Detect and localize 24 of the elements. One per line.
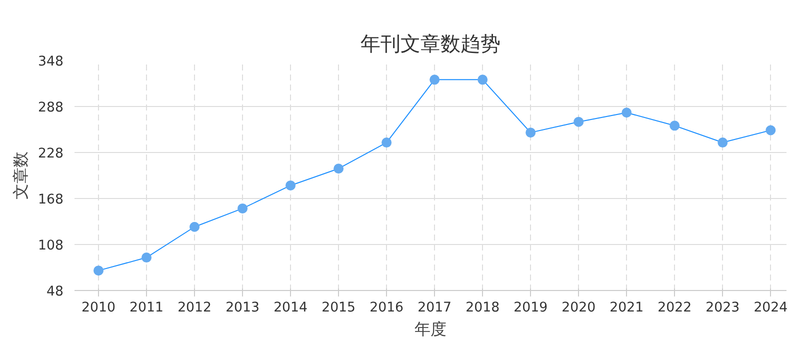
y-tick-label: 228 [38,146,64,162]
x-tick-label: 2020 [562,300,596,316]
x-tick-label: 2012 [178,300,212,316]
y-tick-label: 288 [38,100,64,116]
x-tick-label: 2017 [418,300,452,316]
x-axis-title: 年度 [414,320,446,338]
x-tick-label: 2019 [514,300,548,316]
x-tick-label: 2018 [466,300,500,316]
x-tick-label: 2010 [82,300,116,316]
y-axis-title: 文章数 [11,152,30,200]
x-tick-label: 2016 [370,300,404,316]
x-tick-label: 2023 [706,300,740,316]
chart-title: 年刊文章数趋势 [360,32,500,56]
x-tick-label: 2011 [130,300,164,316]
x-tick-label: 2021 [610,300,644,316]
x-tick-label: 2022 [658,300,692,316]
y-tick-label: 48 [46,284,64,300]
x-tick-label: 2014 [274,300,308,316]
x-tick-label: 2013 [226,300,260,316]
y-tick-label: 168 [38,192,64,208]
y-tick-label: 348 [38,54,64,70]
x-tick-label: 2015 [322,300,356,316]
y-tick-label: 108 [38,238,64,254]
x-tick-label: 2024 [754,300,788,316]
